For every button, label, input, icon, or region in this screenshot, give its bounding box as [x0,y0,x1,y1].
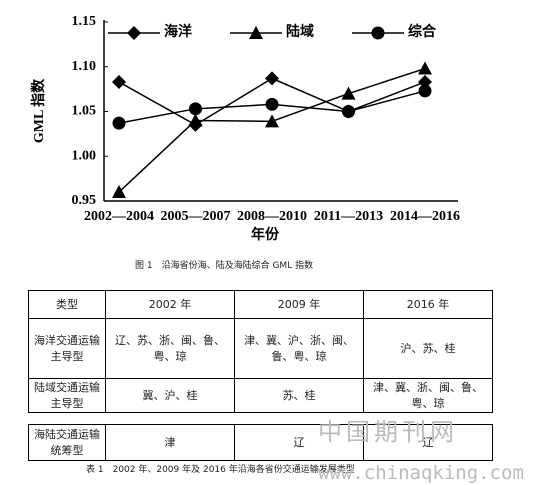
table-row: 类型 2002 年 2009 年 2016 年 [28,290,493,319]
point [112,74,126,89]
y-tick-label: 1.15 [72,14,97,29]
table-cell: 沪、苏、桂 [363,318,493,379]
table-row: 海陆交通运输统筹型津辽辽 [28,424,493,461]
legend-marker [127,26,141,40]
table-row: 海洋交通运输主导型 辽、苏、浙、闽、鲁、粤、琼 津、冀、沪、浙、闽、鲁、粤、琼 沪、苏… [28,318,493,379]
table-cell: 津、冀、沪、浙、闽、鲁、粤、琼 [234,318,364,379]
table-row: 陆域交通运输主导型 冀、沪、桂 苏、桂 津、冀、浙、闽、鲁、粤、琼 [28,378,493,413]
x-tick-label: 2014—2016 [390,209,460,224]
table-cell: 津 [105,424,235,461]
legend-marker [371,26,385,40]
table-cell: 海陆交通运输统筹型 [28,424,106,461]
x-axis-label: 年份 [251,226,280,243]
table-cell: 类型 [28,290,106,319]
x-tick-label: 2005—2007 [161,209,231,224]
table-cell: 海洋交通运输主导型 [28,318,106,379]
point [342,105,355,118]
table-caption: 表 1 2002 年、2009 年及 2016 年沿海各省份交通运输发展类型 [86,465,355,475]
watermark: 中国期刊网 [318,418,458,446]
table-part: 海陆交通运输统筹型津辽辽 [28,424,493,461]
table-cell: 辽 [363,424,493,461]
table-cell: 辽、苏、浙、闽、鲁、粤、琼 [105,318,235,379]
point [418,84,432,98]
table-cell: 津、冀、浙、闽、鲁、粤、琼 [363,378,493,413]
point [418,61,432,75]
legend-label: 综合 [408,23,437,40]
point [265,114,279,128]
watermark-url: www.chinaqking.com [318,462,524,484]
y-tick-label: 0.95 [72,193,97,208]
table-cell: 辽 [234,424,364,461]
table-cell: 苏、桂 [234,378,364,413]
point [112,185,126,199]
point [188,113,203,127]
y-tick-label: 1.10 [72,59,97,74]
table-cell: 2009 年 [234,290,364,319]
x-tick-label: 2008—2010 [237,209,307,224]
y-tick-label: 1.00 [72,148,97,163]
y-axis-label: GML 指数 [30,78,47,143]
chart: 年份 GML 指数 0.95 1.00 1.05 1.10 1.15 2002—2004 2… [30,14,460,243]
legend-label: 海洋 [164,23,192,40]
table-cell: 2002 年 [105,290,235,319]
point [189,102,202,116]
x-tick-label: 2002—2004 [84,209,154,224]
x-tick-label: 2011—2013 [314,209,383,224]
legend-label: 陆域 [286,23,314,40]
table-cell: 2016 年 [363,290,493,319]
series-line [118,67,426,193]
point [341,86,356,100]
point [112,116,126,130]
y-tick-label: 1.05 [72,104,97,119]
table-cell: 陆域交通运输主导型 [28,378,106,413]
figure-caption: 图 1 沿海省份海、陆及海陆综合 GML 指数 [135,261,314,271]
legend-marker [249,26,263,39]
point [265,97,279,111]
table: 类型 2002 年 2009 年 2016 年海洋交通运输主导型 辽、苏、浙、闽、鲁、粤… [28,290,493,413]
point [265,71,279,86]
table-cell: 冀、沪、桂 [105,378,235,413]
